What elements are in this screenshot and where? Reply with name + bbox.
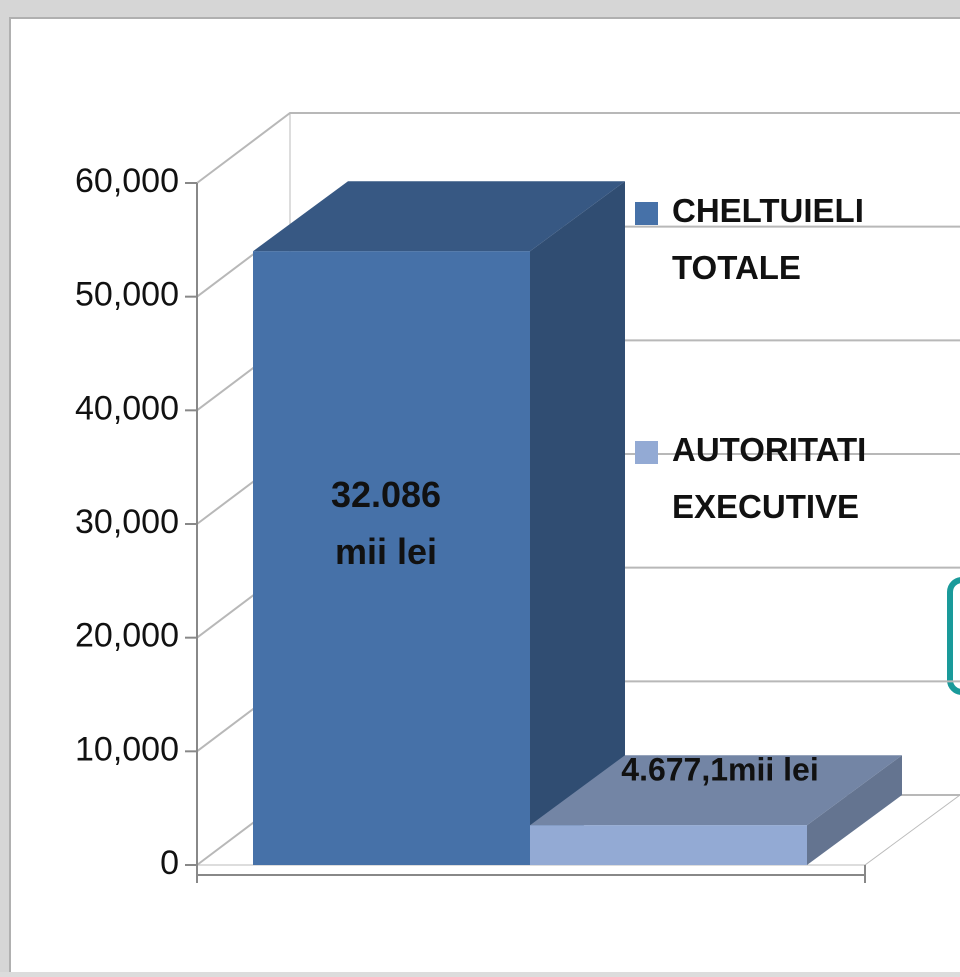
- y-tick-label: 40,000: [75, 389, 179, 427]
- y-tick-label: 10,000: [75, 730, 179, 768]
- annotation: 32.086 mii lei: [331, 474, 441, 572]
- y-tick-label: 0: [160, 844, 179, 882]
- bar: [530, 755, 902, 865]
- y-tick-label: 20,000: [75, 617, 179, 655]
- legend-swatch: [635, 202, 658, 225]
- legend-label: AUTORITATI EXECUTIVE: [672, 431, 866, 525]
- bar-top: [253, 181, 625, 252]
- y-tick-label: 60,000: [75, 162, 179, 200]
- bar-front: [530, 825, 807, 865]
- annotation: 4.677,1mii lei: [621, 751, 818, 787]
- bar-side: [807, 755, 902, 865]
- decoration: [947, 577, 960, 695]
- legend-swatch: [635, 441, 658, 464]
- grid-line: [196, 112, 960, 184]
- legend-label: CHELTUIELI TOTALE: [672, 192, 864, 286]
- bar-side: [530, 181, 625, 865]
- bar-front: [253, 251, 530, 865]
- y-tick-label: 30,000: [75, 503, 179, 541]
- y-tick-label: 50,000: [75, 276, 179, 314]
- bar: [253, 181, 625, 865]
- bar-top: [530, 755, 902, 826]
